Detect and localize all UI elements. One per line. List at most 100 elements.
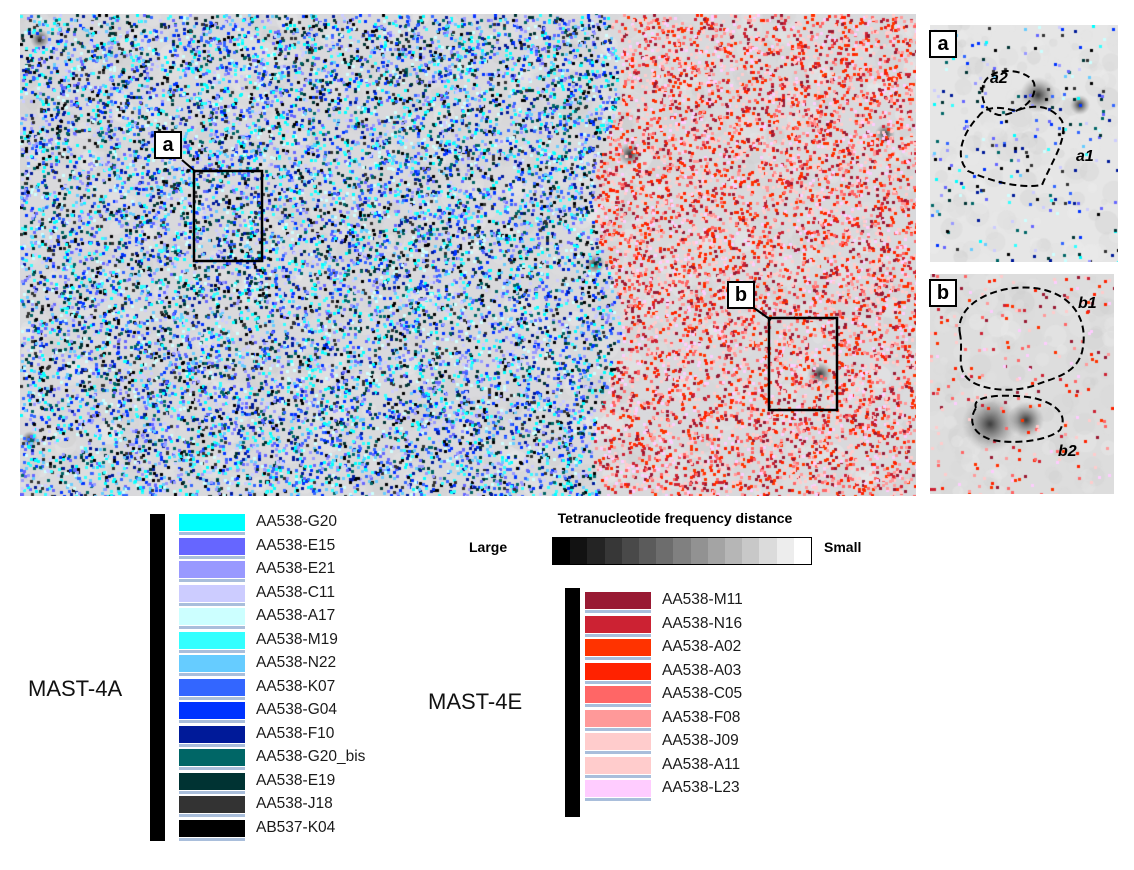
color-swatch	[179, 608, 245, 625]
tnf-large-label: Large	[469, 539, 508, 555]
leader-line-a	[181, 159, 197, 173]
swatch-divider	[179, 767, 245, 770]
color-swatch	[179, 678, 245, 696]
scale-step	[742, 538, 760, 564]
color-swatch	[179, 796, 245, 813]
scale-step	[587, 538, 605, 564]
legend-item-label: AA538-A02	[662, 638, 742, 655]
legend-item-label: AA538-G20	[256, 513, 337, 530]
color-swatch	[585, 662, 651, 680]
swatch-divider	[179, 743, 245, 747]
legend-item-label: AA538-J09	[662, 732, 739, 749]
scale-step	[707, 538, 726, 564]
swatch-divider	[585, 774, 651, 778]
swatch-divider	[585, 727, 651, 731]
region-a1-label: a1	[1076, 148, 1094, 165]
legend-item-label: AA538-A17	[256, 607, 336, 624]
scale-step	[656, 538, 674, 564]
main-map-canvas	[20, 14, 916, 496]
inset-b-panel: b1 b2	[930, 274, 1114, 494]
legend-item-label: AA538-N22	[256, 654, 337, 671]
swatch-divider	[585, 751, 651, 754]
tnf-gradient-scale	[552, 537, 812, 565]
scale-step	[553, 538, 571, 564]
color-swatch	[585, 756, 651, 774]
legend-item-label: AB537-K04	[256, 818, 336, 836]
swatch-divider	[179, 814, 245, 817]
color-swatch	[179, 725, 245, 743]
swatch-divider	[585, 633, 651, 637]
scale-step	[793, 538, 812, 564]
legend-item-label: AA538-F10	[256, 724, 335, 742]
color-swatch	[179, 749, 245, 766]
main-som-map	[20, 14, 916, 496]
swatch-divider	[585, 680, 651, 684]
legend-item-label: AA538-K07	[256, 677, 336, 695]
color-swatch	[585, 639, 651, 656]
scale-step	[759, 538, 777, 564]
legend-item-label: AA538-J18	[256, 795, 333, 812]
inset-a-overlay: a2 a1	[959, 69, 1094, 187]
swatch-divider	[585, 610, 651, 613]
scale-step	[570, 538, 588, 564]
scale-step	[604, 538, 622, 564]
swatch-divider	[179, 837, 245, 841]
swatch-divider	[179, 602, 245, 606]
mast-4a-bracket	[150, 514, 165, 841]
legend-item-label: AA538-E19	[256, 771, 336, 789]
legend-item-label: AA538-E15	[256, 536, 336, 554]
inset-a-panel: a2 a1	[930, 25, 1118, 262]
swatch-divider	[179, 673, 245, 676]
region-a2-label: a2	[990, 70, 1008, 87]
color-swatch	[179, 584, 245, 602]
color-swatch	[585, 780, 651, 797]
callout-a: a	[154, 131, 182, 159]
swatch-divider	[179, 555, 245, 559]
color-swatch	[585, 615, 651, 633]
color-swatch	[585, 592, 651, 609]
legend-item-label: AA538-E21	[256, 560, 336, 577]
color-swatch	[179, 655, 245, 672]
swatch-divider	[179, 696, 245, 700]
scale-step	[725, 538, 743, 564]
color-swatch	[179, 772, 245, 790]
swatch-divider	[179, 626, 245, 629]
legend-item-label: AA538-A03	[662, 661, 742, 679]
tnf-small-label: Small	[824, 539, 862, 555]
swatch-divider	[179, 790, 245, 794]
swatch-divider	[585, 704, 651, 707]
region-b1-label: b1	[1078, 295, 1097, 312]
color-swatch	[585, 686, 651, 703]
swatch-divider	[179, 579, 245, 582]
leader-line-b	[753, 307, 772, 321]
mast-4a-label: MAST-4A	[28, 676, 123, 701]
color-swatch	[585, 733, 651, 750]
color-swatch	[179, 819, 245, 837]
legend-item-label: AA538-L23	[662, 779, 740, 796]
main-map-overlay	[181, 159, 839, 412]
swatch-divider	[585, 657, 651, 660]
swatch-divider	[179, 720, 245, 723]
color-swatch	[179, 537, 245, 555]
color-swatch	[585, 709, 651, 727]
swatch-divider	[179, 649, 245, 653]
color-swatch	[179, 702, 245, 719]
legend-item-label: AA538-M11	[662, 591, 743, 608]
legend-item-label: AA538-C11	[256, 583, 335, 601]
inset-a-label: a	[929, 30, 957, 58]
scale-step	[690, 538, 708, 564]
tnf-scale-title: Tetranucleotide frequency distance	[557, 510, 793, 526]
legend-item-label: AA538-M19	[256, 630, 338, 648]
inset-b-overlay: b1 b2	[958, 286, 1097, 460]
scale-step	[776, 538, 794, 564]
inset-b-label: b	[929, 279, 957, 307]
mast-4e-bracket	[565, 588, 580, 817]
inset-b-canvas	[930, 274, 1114, 494]
region-b2-outline	[971, 394, 1064, 443]
swatch-divider	[585, 798, 651, 801]
legend-item-label: AA538-G20_bis	[256, 748, 366, 765]
scale-step	[621, 538, 640, 564]
legend-item-label: AA538-N16	[662, 614, 743, 632]
color-swatch	[179, 514, 245, 531]
callout-b: b	[727, 281, 755, 309]
